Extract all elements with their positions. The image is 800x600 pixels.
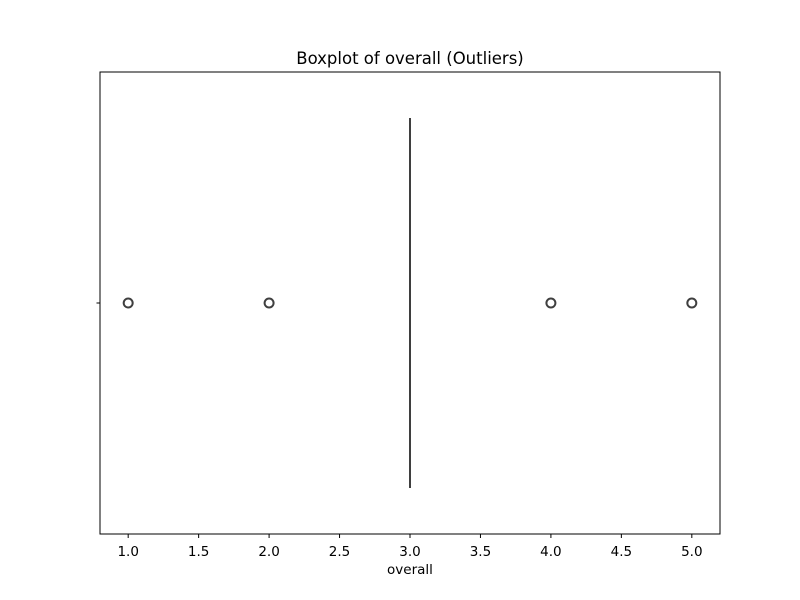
plot-area: [122, 118, 698, 488]
x-tick-label: 4.5: [611, 544, 632, 560]
x-tick-label: 1.5: [188, 544, 209, 560]
x-tick-label: 2.0: [258, 544, 279, 560]
x-axis-label: overall: [387, 562, 433, 578]
outlier-point: [686, 297, 698, 309]
chart-title: Boxplot of overall (Outliers): [296, 49, 524, 68]
x-tick-label: 4.0: [540, 544, 561, 560]
x-tick-label: 3.0: [399, 544, 420, 560]
x-tick-label: 1.0: [117, 544, 138, 560]
outlier-point: [122, 297, 134, 309]
outlier-point: [263, 297, 275, 309]
x-tick-label: 2.5: [329, 544, 350, 560]
x-tick-label: 3.5: [470, 544, 491, 560]
outlier-point: [545, 297, 557, 309]
x-axis: 1.0 1.5 2.0 2.5 3.0 3.5 4.0 4.5 5.0: [117, 534, 703, 560]
x-tick-label: 5.0: [681, 544, 702, 560]
